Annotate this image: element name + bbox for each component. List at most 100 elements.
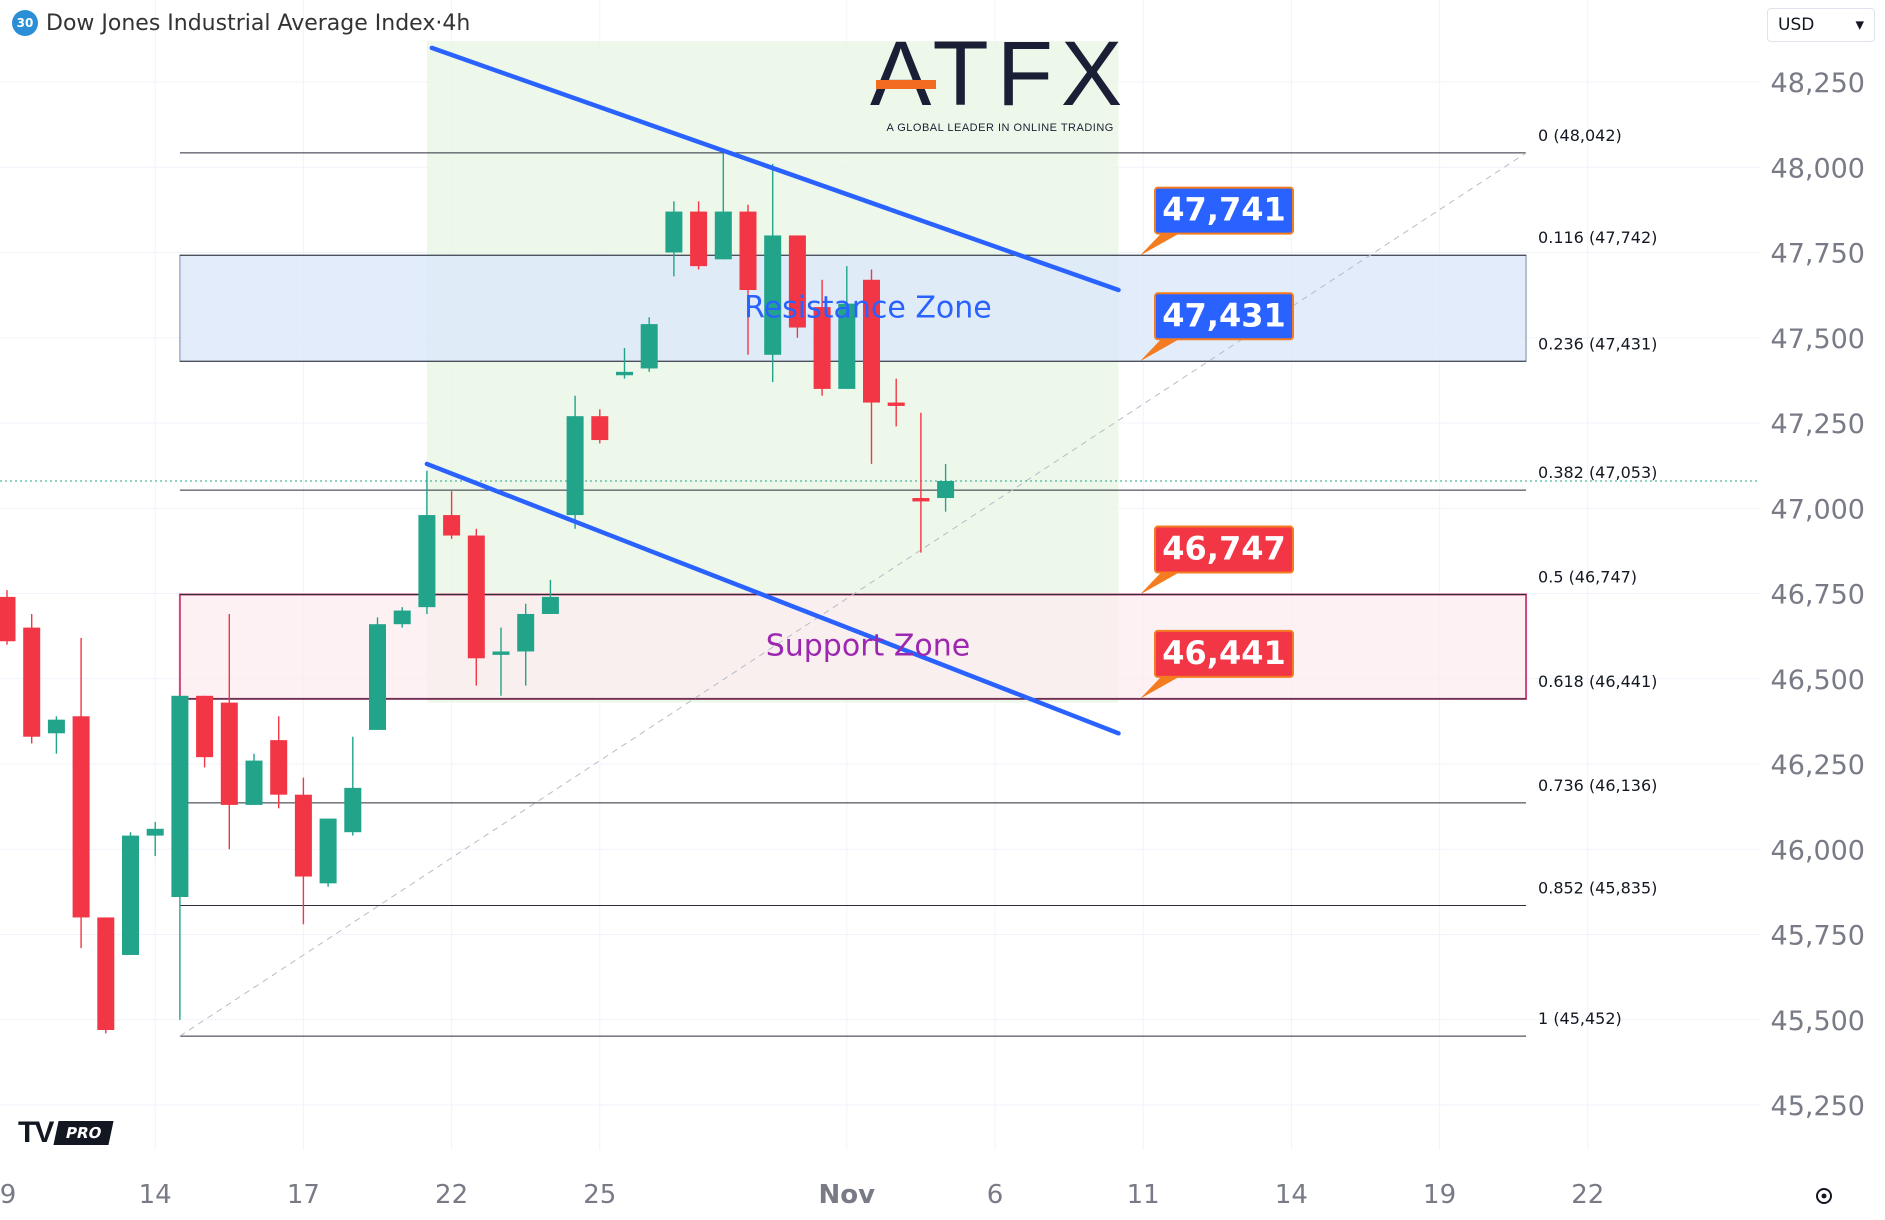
chart-header: 30 Dow Jones Industrial Average Index · … <box>12 10 470 36</box>
candle-body <box>616 371 633 376</box>
instrument-title[interactable]: Dow Jones Industrial Average Index <box>46 10 436 36</box>
channel-upper-line <box>429 45 1121 293</box>
pro-badge: PRO <box>53 1121 115 1145</box>
y-axis-tick-label: 45,500 <box>1771 1006 1865 1037</box>
badge-pointer <box>1140 572 1179 595</box>
settings-icon[interactable] <box>1812 1184 1836 1214</box>
x-axis-tick-label: 19 <box>1423 1180 1456 1210</box>
y-axis-tick-label: 46,750 <box>1771 580 1865 611</box>
candle-body <box>220 702 238 805</box>
fib-label: 0.736 (46,136) <box>1538 776 1657 795</box>
candle-body <box>146 828 164 836</box>
candle-body <box>418 515 436 608</box>
badge-pointer <box>1140 676 1179 699</box>
x-axis-tick-label: 6 <box>987 1180 1004 1210</box>
candle-body <box>887 402 905 406</box>
candle-body <box>72 716 90 918</box>
candle-body <box>813 307 831 389</box>
y-axis-tick-label: 46,250 <box>1771 750 1865 781</box>
symbol-badge: 30 <box>12 10 38 36</box>
candle-body <box>517 613 535 652</box>
candle-body <box>245 760 263 805</box>
tv-mark: TV <box>18 1116 54 1149</box>
tradingview-logo[interactable]: TV PRO <box>18 1116 115 1150</box>
logo-accent-bar <box>876 80 936 89</box>
y-axis-tick-label: 47,500 <box>1771 324 1865 355</box>
price-badge-label: 46,747 <box>1162 530 1285 568</box>
chevron-down-icon: ▾ <box>1855 15 1864 35</box>
candle-body <box>739 211 757 291</box>
interval-label[interactable]: 4h <box>442 10 471 36</box>
y-axis-tick-label: 46,000 <box>1771 835 1865 866</box>
candle-body <box>665 211 683 253</box>
candle-body <box>492 651 510 655</box>
candle-body <box>97 917 115 1030</box>
candle-body <box>591 416 609 441</box>
x-axis-tick-label: 25 <box>583 1180 616 1210</box>
fib-label: 0.852 (45,835) <box>1538 879 1657 898</box>
candle-body <box>319 818 337 884</box>
y-axis-tick-label: 47,750 <box>1771 239 1865 270</box>
candle-body <box>937 480 955 499</box>
x-axis-tick-label: 14 <box>139 1180 172 1210</box>
x-axis-tick-label: 9 <box>0 1180 16 1210</box>
candle-body <box>171 695 189 897</box>
currency-selector[interactable]: USD ▾ <box>1767 8 1875 42</box>
resistance-zone-label: Resistance Zone <box>744 290 992 325</box>
y-axis-tick-label: 47,000 <box>1771 494 1865 525</box>
price-badge <box>1154 525 1294 574</box>
candle-body <box>541 596 559 614</box>
y-axis-tick-label: 48,000 <box>1771 153 1865 184</box>
x-axis-tick-label: 22 <box>1571 1180 1604 1210</box>
price-badge <box>1154 292 1294 341</box>
x-axis-tick-label: 11 <box>1127 1180 1160 1210</box>
fib-trend-line <box>179 152 1527 1037</box>
fib-label: 1 (45,452) <box>1538 1009 1622 1028</box>
candle-body <box>122 835 139 955</box>
price-badge-label: 47,741 <box>1162 191 1285 229</box>
candle-body <box>566 416 584 516</box>
support-zone-label: Support Zone <box>766 629 971 664</box>
candle-body <box>912 498 930 502</box>
candle-body <box>863 279 880 403</box>
logo-wordmark: ATFX <box>870 23 1131 125</box>
candle-body <box>0 596 16 642</box>
title-separator: · <box>435 10 443 36</box>
fib-label: 0 (48,042) <box>1538 126 1622 145</box>
candle-body <box>764 235 782 355</box>
candle-body <box>369 624 386 730</box>
channel-lower-line <box>424 461 1121 736</box>
price-badge <box>1154 186 1294 235</box>
candle-body <box>23 627 41 737</box>
price-badge-label: 46,441 <box>1162 634 1285 672</box>
badge-pointer <box>1140 233 1179 256</box>
gear-icon <box>1816 1188 1832 1204</box>
fib-label: 0.618 (46,441) <box>1538 672 1657 691</box>
fib-label: 0.236 (47,431) <box>1538 334 1657 353</box>
price-badge-label: 47,431 <box>1162 296 1285 334</box>
y-axis-tick-label: 48,250 <box>1771 68 1865 99</box>
y-axis-tick-label: 45,250 <box>1771 1091 1865 1122</box>
x-axis-tick-label: Nov <box>819 1180 876 1210</box>
x-axis-tick-label: 14 <box>1275 1180 1308 1210</box>
logo-tagline: A GLOBAL LEADER IN ONLINE TRADING <box>886 122 1114 134</box>
price-badge <box>1154 629 1294 678</box>
candle-body <box>788 235 806 328</box>
candle-body <box>47 719 65 734</box>
candle-body <box>270 740 288 795</box>
currency-label: USD <box>1778 15 1815 35</box>
candle-body <box>443 515 461 536</box>
candle-body <box>690 211 708 267</box>
candle-body <box>838 303 856 389</box>
candle-body <box>640 324 658 369</box>
candle-body <box>467 535 485 659</box>
atfx-logo: ATFX A GLOBAL LEADER IN ONLINE TRADING <box>870 28 1130 134</box>
fib-label: 0.382 (47,053) <box>1538 463 1657 482</box>
y-axis-tick-label: 47,250 <box>1771 409 1865 440</box>
candle-body <box>393 610 411 625</box>
candle-body <box>294 794 312 877</box>
candle-body <box>714 211 732 260</box>
x-axis-tick-label: 17 <box>287 1180 320 1210</box>
badge-pointer <box>1140 339 1179 362</box>
